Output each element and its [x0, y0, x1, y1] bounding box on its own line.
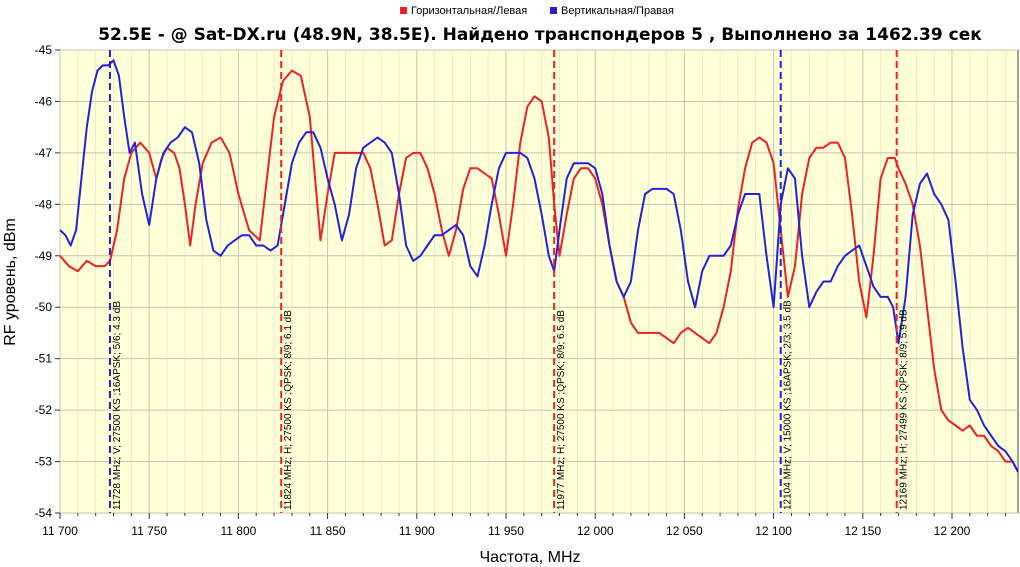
y-axis-title: RF уровень, dBm	[2, 218, 19, 346]
transponder-label: 12169 MHz; H; 27499 KS ;QPSK; 8/9; 5.9 d…	[899, 309, 910, 510]
y-tick-label: -46	[35, 94, 53, 108]
x-tick-label: 11 750	[131, 524, 167, 538]
y-axis: -45 -46 -47 -48 -49 -50 -51 -52 -53 -54	[35, 43, 60, 520]
grid	[59, 49, 1018, 514]
series-line-2	[59, 59, 1019, 473]
y-tick-label: -53	[35, 455, 53, 469]
y-tick-label: -47	[35, 146, 53, 160]
plot-area	[59, 49, 1019, 514]
x-tick-label: 11 700	[42, 524, 78, 538]
transponder-label: 12104 MHz; V; 15000 KS ;16APSK; 2/3; 3.5…	[783, 300, 794, 510]
x-tick-label: 12 100	[755, 524, 792, 538]
x-axis-title: Частота, MHz	[479, 549, 580, 566]
chart-title: 52.5E - @ Sat-DX.ru (48.9N, 38.5E). Найд…	[98, 25, 982, 45]
x-tick-label: 11 850	[310, 524, 346, 538]
y-tick-label: -52	[35, 403, 53, 417]
transponder-label: 11824 MHz; H; 27500 KS ;QPSK; 8/9; 6.1 d…	[283, 310, 294, 510]
y-tick-label: -50	[35, 300, 53, 314]
legend-swatch	[550, 7, 557, 14]
y-tick-label: -54	[35, 506, 53, 520]
legend: Горизонтальная/Левая Вертикальная/Правая	[400, 5, 674, 17]
y-tick-label: -45	[35, 43, 53, 57]
x-tick-label: 12 050	[666, 524, 703, 538]
y-tick-label: -48	[35, 197, 53, 211]
transponder-label: 11728 MHz; V; 27500 KS ;16APSK; 5/6; 4.3…	[112, 301, 123, 510]
legend-label: Горизонтальная/Левая	[411, 5, 527, 17]
x-tick-label: 11 900	[399, 524, 435, 538]
legend-label: Вертикальная/Правая	[561, 5, 674, 17]
x-tick-label: 11 800	[220, 524, 256, 538]
transponder-label: 11977 MHz; H; 27500 KS ;QPSK; 8/9; 6.5 d…	[556, 310, 567, 510]
x-axis: 11 700 11 750 11 800 11 850 11 900 11 950 12 0…	[42, 513, 1007, 538]
marker-layer: 11728 MHz; V; 27500 KS ;16APSK; 5/6; 4.3…	[108, 50, 910, 513]
x-tick-label: 12 200	[934, 524, 971, 538]
y-tick-label: -49	[35, 249, 53, 263]
series-line-1	[59, 69, 1019, 473]
legend-swatch	[400, 7, 407, 14]
y-tick-label: -51	[35, 352, 53, 366]
x-tick-label: 12 150	[844, 524, 881, 538]
series-layer	[59, 59, 1019, 473]
x-tick-label: 12 000	[577, 524, 614, 538]
x-tick-label: 11 950	[488, 524, 524, 538]
